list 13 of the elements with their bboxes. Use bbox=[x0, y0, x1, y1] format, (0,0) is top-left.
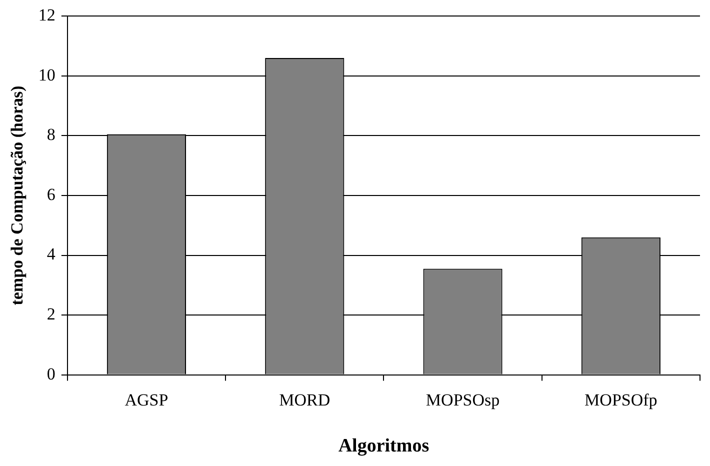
x-tick-label: MOPSOfp bbox=[584, 390, 658, 410]
y-tick-label: 2 bbox=[46, 304, 56, 324]
y-tick-label: 8 bbox=[46, 125, 56, 144]
y-tick-label: 6 bbox=[46, 184, 56, 204]
y-axis-title: tempo de Computação (horas) bbox=[8, 86, 27, 306]
x-axis-title: Algoritmos bbox=[338, 436, 430, 457]
x-tick-label: AGSP bbox=[124, 390, 168, 410]
y-tick-label: 12 bbox=[38, 6, 56, 25]
y-tick-label: 0 bbox=[46, 364, 56, 384]
x-tick-label: MORD bbox=[279, 390, 330, 410]
x-tick-label: MOPSOsp bbox=[426, 390, 500, 410]
y-tick-label: 10 bbox=[38, 65, 56, 84]
y-tick-label: 4 bbox=[46, 244, 56, 264]
